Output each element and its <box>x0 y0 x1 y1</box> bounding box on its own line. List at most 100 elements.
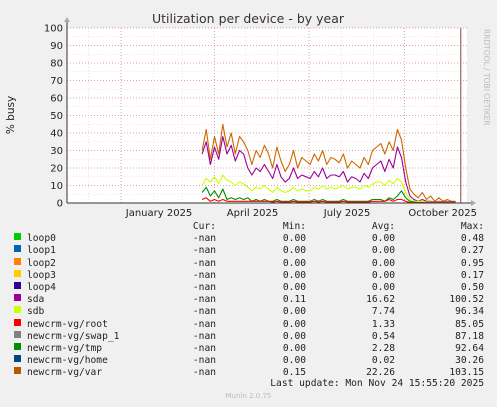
legend-avg: 0.00 <box>371 269 395 281</box>
chart-title: Utilization per device - by year <box>152 11 345 26</box>
legend-min: 0.00 <box>282 342 306 354</box>
legend-min: 0.00 <box>282 318 306 330</box>
legend-swatch <box>14 318 21 326</box>
legend-avg: 7.74 <box>371 306 395 318</box>
legend-cur: -nan <box>192 367 216 379</box>
legend-name: newcrm-vg/home <box>27 355 108 367</box>
legend-cur: -nan <box>192 269 216 281</box>
legend-min: 0.00 <box>282 245 306 257</box>
legend-row: loop2 -nan 0.00 0.00 0.95 <box>0 257 497 270</box>
y-tick-label: 60 <box>50 94 63 105</box>
y-tick-label: 90 <box>50 41 63 52</box>
legend-max: 85.05 <box>455 318 484 330</box>
legend-row: loop3 -nan 0.00 0.00 0.17 <box>0 269 497 282</box>
x-tick-label: January 2025 <box>125 208 193 219</box>
legend-row: newcrm-vg/home -nan 0.00 0.02 30.26 <box>0 355 497 367</box>
legend-row: sda -nan 0.11 16.62 100.52 <box>0 294 497 306</box>
legend-name: loop2 <box>27 257 56 269</box>
legend-name: newcrm-vg/root <box>27 318 108 330</box>
legend-cur: -nan <box>192 294 216 306</box>
legend-max: 87.18 <box>455 330 484 342</box>
legend-row: sdb -nan 0.00 7.74 96.34 <box>0 306 497 318</box>
legend-row: newcrm-vg/root -nan 0.00 1.33 85.05 <box>0 318 497 331</box>
legend-max: 30.26 <box>455 355 484 367</box>
series-line-sdb <box>201 174 456 204</box>
legend-min: 0.11 <box>282 294 306 306</box>
legend-swatch <box>14 306 21 314</box>
legend-max: 0.48 <box>460 233 484 245</box>
y-axis-label: % busy <box>5 96 17 134</box>
legend-row: newcrm-vg/tmp -nan 0.00 2.28 92.64 <box>0 342 497 355</box>
legend-avg: 0.00 <box>371 281 395 293</box>
legend-name: newcrm-vg/var <box>27 367 103 379</box>
legend-cur: -nan <box>192 233 216 245</box>
legend-name: newcrm-vg/swap_1 <box>27 330 120 342</box>
legend-swatch <box>14 330 21 338</box>
header-avg: Avg: <box>371 221 395 232</box>
legend-avg: 0.02 <box>371 355 395 367</box>
legend-table: Cur: Min: Avg: Max: loop0 -nan 0.00 0.00 0.4… <box>0 221 497 379</box>
x-tick-labels: January 2025 April 2025 July 2025 October 2… <box>125 208 477 219</box>
legend-swatch <box>14 367 21 375</box>
legend-row: loop1 -nan 0.00 0.00 0.27 <box>0 245 497 257</box>
legend-min: 0.00 <box>282 269 306 281</box>
legend-swatch <box>14 257 21 265</box>
legend-min: 0.00 <box>282 257 306 269</box>
header-max: Max: <box>460 221 484 232</box>
legend-max: 0.95 <box>460 257 484 269</box>
legend-cur: -nan <box>192 257 216 269</box>
legend-avg: 1.33 <box>371 318 395 330</box>
y-tick-label: 0 <box>57 199 63 210</box>
y-tick-label: 80 <box>50 59 63 70</box>
legend-swatch <box>14 294 21 302</box>
legend-max: 96.34 <box>455 306 484 318</box>
legend-cur: -nan <box>192 281 216 293</box>
legend-name: loop3 <box>27 269 56 281</box>
legend-name: newcrm-vg/tmp <box>27 342 103 354</box>
legend-max: 0.50 <box>460 281 484 293</box>
legend-max: 92.64 <box>455 342 484 354</box>
legend-avg: 2.28 <box>371 342 395 354</box>
y-axis-arrow <box>64 17 70 22</box>
legend-min: 0.15 <box>282 367 306 379</box>
legend-swatch <box>14 245 21 253</box>
x-axis-arrow <box>471 200 476 206</box>
y-tick-label: 30 <box>50 146 63 157</box>
legend-max: 0.17 <box>460 269 484 281</box>
y-tick-label: 10 <box>50 181 63 192</box>
legend-name: sdb <box>27 306 45 318</box>
legend-rows: loop0 -nan 0.00 0.00 0.48 loop1 -nan 0.00 0.00 0.… <box>0 233 497 379</box>
last-update: Last update: Mon Nov 24 15:55:20 2025 <box>270 378 484 389</box>
legend-name: loop0 <box>27 233 56 245</box>
legend-avg: 16.62 <box>366 294 395 306</box>
legend-header: Cur: Min: Avg: Max: <box>0 221 497 233</box>
legend-min: 0.00 <box>282 233 306 245</box>
legend-avg: 0.00 <box>371 257 395 269</box>
legend-max: 100.52 <box>449 294 484 306</box>
legend-name: loop1 <box>27 245 56 257</box>
legend-row: loop0 -nan 0.00 0.00 0.48 <box>0 233 497 245</box>
y-tick-label: 50 <box>50 111 63 122</box>
y-tick-label: 70 <box>50 76 63 87</box>
y-tick-label: 40 <box>50 129 63 140</box>
legend-max: 103.15 <box>449 367 484 379</box>
header-min: Min: <box>282 221 306 232</box>
utilization-chart: Utilization per device - by year % busy … <box>5 11 491 219</box>
legend-max: 0.27 <box>460 245 484 257</box>
legend-cur: -nan <box>192 245 216 257</box>
legend-cur: -nan <box>192 318 216 330</box>
legend-swatch <box>14 355 21 363</box>
rrdtool-side-label: RRDTOOL / TOBI OETIKER <box>482 29 491 126</box>
legend-avg: 0.00 <box>371 233 395 245</box>
legend-swatch <box>14 342 21 350</box>
legend-swatch <box>14 281 21 289</box>
legend-row: loop4 -nan 0.00 0.00 0.50 <box>0 281 497 294</box>
header-cur: Cur: <box>192 221 216 232</box>
x-tick-label: April 2025 <box>227 208 278 219</box>
series-line-newcrm-vg-var <box>201 123 456 202</box>
legend-min: 0.00 <box>282 355 306 367</box>
legend-cur: -nan <box>192 306 216 318</box>
legend-avg: 0.54 <box>371 330 395 342</box>
y-tick-label: 20 <box>50 164 63 175</box>
legend-swatch <box>14 233 21 241</box>
